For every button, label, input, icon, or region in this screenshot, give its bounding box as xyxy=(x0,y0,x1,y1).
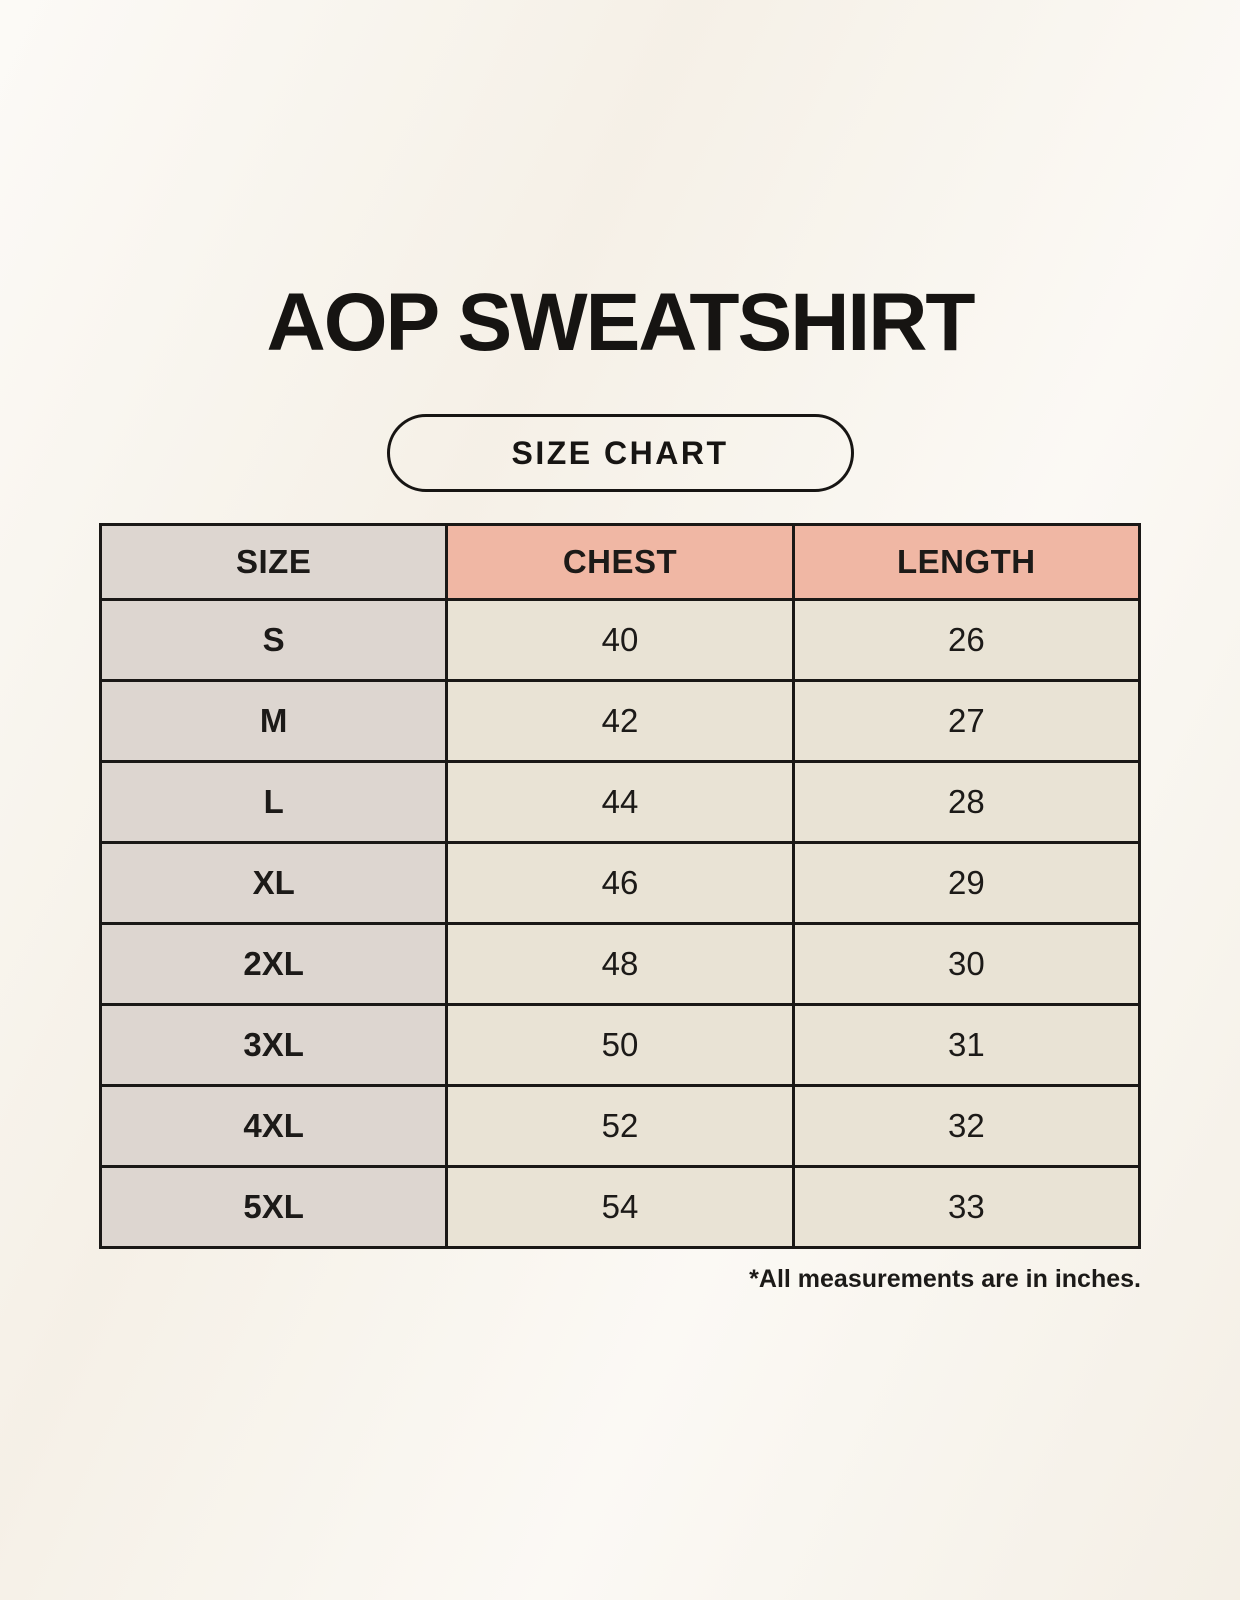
chest-cell: 52 xyxy=(445,1084,795,1168)
length-cell: 26 xyxy=(791,598,1142,682)
length-cell: 31 xyxy=(791,1003,1142,1087)
chest-cell: 48 xyxy=(445,922,795,1006)
table-row: L 44 28 xyxy=(98,760,1142,844)
table-row: 2XL 48 30 xyxy=(98,922,1142,1006)
size-cell: S xyxy=(98,598,449,682)
size-cell: XL xyxy=(98,841,449,925)
measurement-unit-note: *All measurements are in inches. xyxy=(749,1265,1141,1293)
length-cell: 27 xyxy=(791,679,1142,763)
chest-cell: 40 xyxy=(445,598,795,682)
size-table: SIZE CHEST LENGTH S 40 26 M 42 27 L 44 2… xyxy=(98,523,1142,1249)
length-cell: 32 xyxy=(791,1084,1142,1168)
chest-cell: 42 xyxy=(445,679,795,763)
table-header-row: SIZE CHEST LENGTH xyxy=(98,523,1142,601)
size-cell: 2XL xyxy=(98,922,449,1006)
chest-cell: 46 xyxy=(445,841,795,925)
length-cell: 30 xyxy=(791,922,1142,1006)
table-row: S 40 26 xyxy=(98,598,1142,682)
chest-cell: 44 xyxy=(445,760,795,844)
size-cell: 4XL xyxy=(98,1084,449,1168)
size-cell: 3XL xyxy=(98,1003,449,1087)
column-header-chest: CHEST xyxy=(445,523,795,601)
chest-cell: 54 xyxy=(445,1165,795,1249)
table-row: 4XL 52 32 xyxy=(98,1084,1142,1168)
column-header-length: LENGTH xyxy=(791,523,1142,601)
size-cell: L xyxy=(98,760,449,844)
table-row: 5XL 54 33 xyxy=(98,1165,1142,1249)
length-cell: 29 xyxy=(791,841,1142,925)
table-row: 3XL 50 31 xyxy=(98,1003,1142,1087)
size-chart-badge: SIZE CHART xyxy=(386,414,854,492)
table-row: M 42 27 xyxy=(98,679,1142,763)
column-header-size: SIZE xyxy=(98,523,449,601)
page-title: AOP SWEATSHIRT xyxy=(266,277,976,368)
length-cell: 33 xyxy=(791,1165,1142,1249)
size-cell: 5XL xyxy=(98,1165,449,1249)
chest-cell: 50 xyxy=(445,1003,795,1087)
size-cell: M xyxy=(98,679,449,763)
table-row: XL 46 29 xyxy=(98,841,1142,925)
length-cell: 28 xyxy=(791,760,1142,844)
badge-container: SIZE CHART xyxy=(0,414,1240,492)
